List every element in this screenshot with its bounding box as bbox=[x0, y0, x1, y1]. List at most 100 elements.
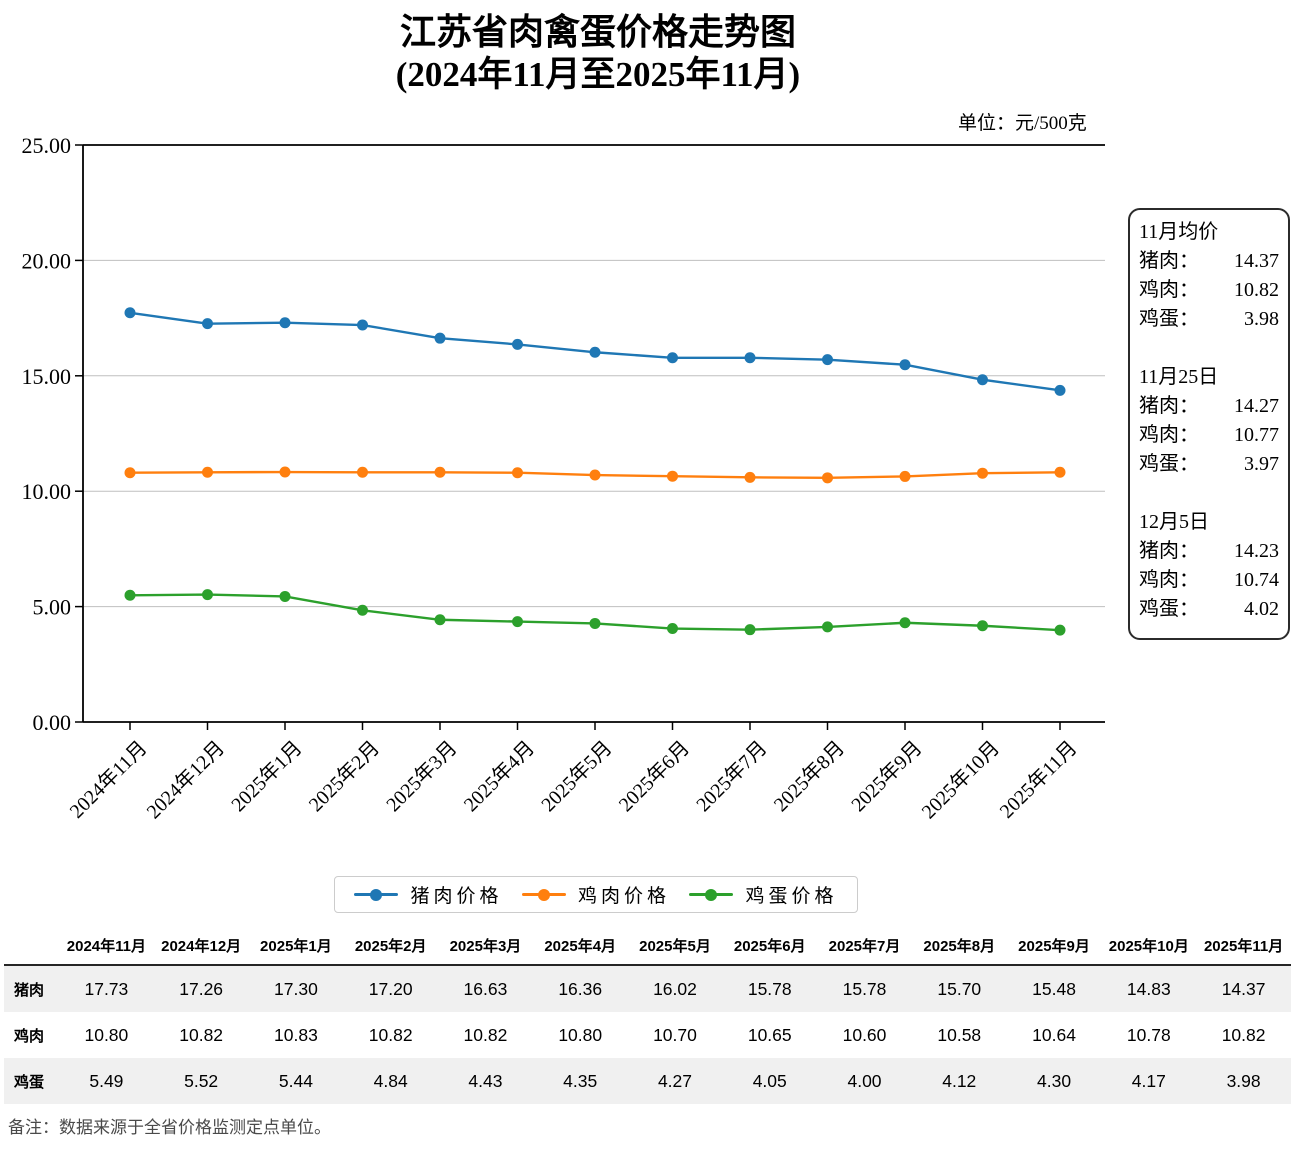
data-point-marker bbox=[124, 467, 136, 479]
x-axis-tick-label: 2025年9月 bbox=[847, 736, 927, 816]
data-point-marker bbox=[589, 469, 601, 481]
data-point-marker bbox=[589, 617, 601, 629]
data-point-marker bbox=[977, 467, 988, 479]
table-cell: 10.64 bbox=[1032, 1024, 1076, 1045]
panel-section-heading: 11月25日 bbox=[1139, 366, 1219, 388]
chart-series-1 bbox=[124, 466, 1066, 484]
legend-dot-icon bbox=[370, 888, 383, 901]
x-axis-tick-label: 2024年11月 bbox=[65, 736, 151, 822]
data-point-marker bbox=[512, 616, 523, 628]
panel-row: 鸡肉： 10.74 bbox=[1139, 566, 1279, 595]
chart-legend: 猪肉价格 鸡肉价格 鸡蛋价格 bbox=[334, 876, 858, 913]
table-row: 鸡肉 10.80 10.82 10.83 10.82 10.82 10.80 10.70 10.… bbox=[4, 1012, 1291, 1058]
table-row: 猪肉 17.73 17.26 17.30 17.20 16.63 16.36 16.02 15.… bbox=[4, 965, 1291, 1012]
table-column-header: 2025年9月 bbox=[1006, 926, 1102, 966]
table-cell: 10.82 bbox=[1221, 1024, 1266, 1045]
data-point-marker bbox=[1054, 384, 1066, 396]
table-column-header: 2025年2月 bbox=[343, 926, 439, 966]
data-point-marker bbox=[744, 624, 756, 636]
table-cell: 4.00 bbox=[847, 1070, 882, 1091]
table-column-header: 2024年12月 bbox=[153, 926, 249, 966]
table-cell: 15.78 bbox=[747, 978, 792, 999]
data-point-marker bbox=[667, 623, 678, 635]
panel-section: 11月25日 猪肉： 14.27 鸡肉： 10.77 鸡蛋： 3.97 bbox=[1139, 363, 1279, 479]
table-corner-cell bbox=[4, 926, 59, 966]
table-cell: 5.52 bbox=[184, 1070, 219, 1091]
table-column-header: 2025年3月 bbox=[438, 926, 533, 966]
legend-label: 鸡肉价格 bbox=[577, 886, 670, 907]
title-block: 江苏省肉禽蛋价格走势图 (2024年11月至2025年11月) bbox=[0, 10, 1196, 96]
data-point-marker bbox=[512, 338, 523, 350]
x-axis-tick-label: 2025年11月 bbox=[995, 736, 1081, 822]
price-table: 2024年11月 2024年12月 2025年1月 2025年2月 2025年3月 202… bbox=[4, 926, 1291, 1104]
data-point-marker bbox=[1054, 466, 1066, 478]
table-cell: 16.63 bbox=[463, 978, 508, 999]
table-column-header: 2025年5月 bbox=[627, 926, 723, 966]
table-cell: 4.12 bbox=[942, 1070, 977, 1091]
data-point-marker bbox=[899, 470, 911, 482]
y-axis-tick-label: 5.00 bbox=[33, 595, 72, 620]
legend-label: 鸡蛋价格 bbox=[745, 886, 838, 907]
data-point-marker bbox=[357, 604, 368, 616]
legend-dot-icon bbox=[705, 888, 718, 901]
table-cell: 4.17 bbox=[1131, 1070, 1166, 1091]
table-cell: 14.83 bbox=[1126, 978, 1171, 999]
table-cell: 5.49 bbox=[89, 1070, 124, 1091]
price-summary-panel: 11月均价 猪肉： 14.37 鸡肉： 10.82 鸡蛋： 3.98 11月25日 猪肉： 14.… bbox=[1128, 208, 1290, 640]
table-cell: 17.73 bbox=[84, 978, 129, 999]
chart-series-2 bbox=[124, 589, 1066, 636]
panel-row-label: 鸡肉： bbox=[1139, 424, 1199, 446]
table-cell: 10.70 bbox=[653, 1024, 697, 1045]
table-cell: 16.36 bbox=[558, 978, 603, 999]
data-point-marker bbox=[899, 359, 911, 371]
data-point-marker bbox=[667, 352, 678, 364]
panel-row-value: 10.74 bbox=[1234, 569, 1279, 591]
price-data-table: 2024年11月 2024年12月 2025年1月 2025年2月 2025年3月 202… bbox=[4, 926, 1291, 1104]
data-point-marker bbox=[124, 589, 136, 601]
y-axis-tick-label: 25.00 bbox=[22, 133, 72, 158]
data-point-marker bbox=[279, 317, 291, 329]
chart-series-0 bbox=[124, 307, 1066, 396]
legend-dot-icon bbox=[537, 888, 550, 901]
table-column-header: 2025年4月 bbox=[532, 926, 628, 966]
price-trend-line-chart: 0.00 5.00 10.00 15.00 20.00 25.00 2024年11月2024… bbox=[22, 133, 1105, 823]
table-cell: 4.84 bbox=[373, 1070, 408, 1091]
table-cell: 4.30 bbox=[1037, 1070, 1072, 1091]
table-cell: 4.05 bbox=[752, 1070, 787, 1091]
table-column-header: 2025年11月 bbox=[1196, 926, 1291, 966]
panel-row-label: 鸡肉： bbox=[1139, 279, 1199, 301]
table-cell: 15.48 bbox=[1032, 978, 1076, 999]
table-cell: 10.58 bbox=[937, 1024, 982, 1045]
panel-row-label: 猪肉： bbox=[1139, 250, 1199, 272]
x-axis-tick-label: 2025年7月 bbox=[692, 736, 772, 816]
panel-row-label: 猪肉： bbox=[1139, 395, 1199, 417]
table-column-header: 2025年8月 bbox=[911, 926, 1007, 966]
table-column-header: 2024年11月 bbox=[59, 926, 154, 966]
x-axis-tick-label: 2025年8月 bbox=[769, 736, 849, 816]
table-cell: 4.35 bbox=[563, 1070, 598, 1091]
panel-section-heading: 11月均价 bbox=[1139, 221, 1219, 243]
table-cell: 10.60 bbox=[842, 1024, 887, 1045]
panel-row: 鸡蛋： 3.98 bbox=[1139, 305, 1279, 334]
panel-section: 12月5日 猪肉： 14.23 鸡肉： 10.74 鸡蛋： 4.02 bbox=[1139, 508, 1279, 624]
table-cell: 3.98 bbox=[1226, 1070, 1261, 1091]
panel-row-label: 猪肉： bbox=[1139, 540, 1199, 562]
table-cell: 17.26 bbox=[179, 978, 224, 999]
data-point-marker bbox=[589, 346, 601, 358]
data-point-marker bbox=[977, 620, 988, 632]
data-point-marker bbox=[977, 374, 988, 386]
x-axis-tick-label: 2025年5月 bbox=[537, 736, 617, 816]
table-column-header: 2025年1月 bbox=[248, 926, 344, 966]
table-cell: 4.43 bbox=[468, 1070, 503, 1091]
data-point-marker bbox=[744, 352, 756, 364]
table-cell: 17.30 bbox=[274, 978, 318, 999]
data-point-marker bbox=[202, 466, 213, 478]
chart-title: 江苏省肉禽蛋价格走势图 bbox=[399, 12, 796, 52]
data-point-marker bbox=[822, 472, 833, 484]
footnote: 备注：数据来源于全省价格监测定点单位。 bbox=[8, 1118, 331, 1137]
x-axis-tick-label: 2024年12月 bbox=[142, 736, 229, 823]
legend-label: 猪肉价格 bbox=[410, 886, 503, 907]
data-point-marker bbox=[434, 466, 446, 478]
legend-entry: 猪肉价格 bbox=[354, 881, 502, 908]
table-cell: 10.65 bbox=[747, 1024, 792, 1045]
